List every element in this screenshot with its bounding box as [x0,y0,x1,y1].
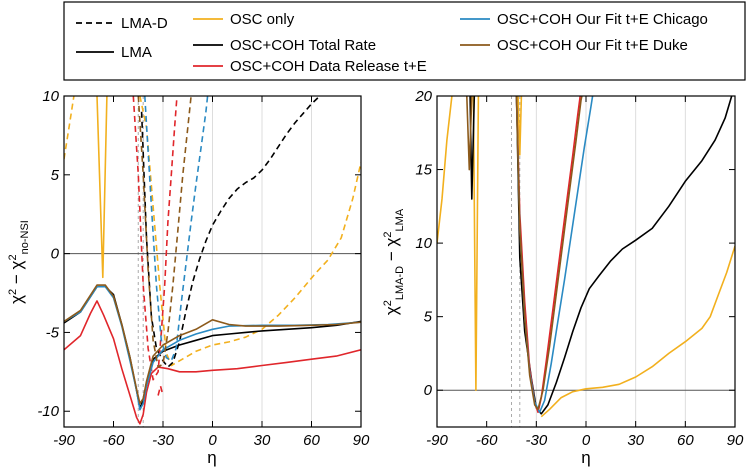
right-y-tick-label: 5 [424,309,433,326]
right-series-osc-coh-our-fit-t-e-chicago-solid [515,96,594,414]
svg-text:χ2LMA-D − χ2LMA: χ2LMA-D − χ2LMA [382,208,406,315]
legend-frame [63,1,746,81]
svg-text:χ2 − χ2no-NSI: χ2 − χ2no-NSI [7,220,31,304]
legend: LMA-D LMA OSC only OSC+COH Total Rate OSC+CO… [63,1,746,81]
right-x-axis-label: η [581,448,590,467]
left-y-tick-label: 0 [51,246,60,263]
left-y-tick-label: -5 [46,324,60,341]
right-series-osc-coh-data-release-t-e-solid [515,96,581,414]
left-panel: -90 -60 -30 0 30 60 90 -10 -5 0 5 10 η χ2 − χ2no-NS… [7,88,370,467]
right-y-tick-label: 15 [415,162,432,179]
left-x-tick-label: -60 [103,432,125,449]
right-series-osc-only-solid [437,96,453,244]
legend-label: OSC+COH Our Fit t+E Chicago [497,11,708,28]
left-series-osc-coh-our-fit-t-e-duke-solid [64,284,361,405]
left-y-tick-label: -10 [37,403,59,420]
left-series-osc-coh-our-fit-t-e-chicago-dashed [144,96,209,362]
left-x-tick-label: 60 [303,432,320,449]
legend-label: OSC only [230,11,295,28]
legend-label: LMA [121,44,152,61]
left-y-axis-label: χ2 − χ2no-NSI [7,220,31,304]
right-x-tick-label: 90 [727,432,744,449]
right-series-osc-only-solid [472,96,480,391]
right-series-osc-coh-our-fit-t-e-duke-solid [466,96,473,171]
right-x-tick-label: -60 [476,432,498,449]
left-x-tick-label: 0 [208,432,217,449]
right-x-tick-label: 30 [627,432,644,449]
right-x-tick-label: -90 [426,432,448,449]
right-y-tick-label: 20 [414,88,432,105]
left-x-tick-label: 30 [254,432,271,449]
legend-label: OSC+COH Data Release t+E [230,58,427,75]
left-series-osc-only-dashed [139,96,361,367]
right-y-tick-label: 0 [424,382,433,399]
left-series-osc-coh-data-release-t-e-dashed [157,385,164,396]
left-series-osc-only-dashed [64,96,75,160]
right-y-axis-label: χ2LMA-D − χ2LMA [382,208,406,315]
legend-label: OSC+COH Total Rate [230,37,376,54]
right-series-osc-only-solid [540,245,735,418]
right-series-osc-only-solid [517,96,523,156]
left-y-tick-label: 5 [51,167,60,184]
left-series-osc-coh-our-fit-t-e-duke-dashed [137,96,192,368]
left-series-osc-only-solid [96,96,108,279]
right-panel: -90 -60 -30 0 30 60 90 0 5 10 15 20 η χ2LMA-D − χ2L… [382,88,744,467]
right-series-osc-coh-our-fit-t-e-duke-solid [515,96,583,411]
left-y-tick-label: 10 [42,88,59,105]
right-x-tick-label: 0 [582,432,591,449]
left-x-tick-label: -90 [53,432,75,449]
left-x-tick-label: -30 [152,432,174,449]
legend-label: LMA-D [121,15,168,32]
left-series-osc-coh-data-release-t-e-solid [64,300,361,425]
left-series-osc-coh-data-release-t-e-dashed [132,96,178,381]
right-y-tick-label: 10 [415,235,432,252]
right-x-tick-label: 60 [677,432,694,449]
right-x-tick-label: -30 [525,432,547,449]
left-x-axis-label: η [207,448,216,467]
right-series-osc-coh-total-rate-solid [515,96,733,415]
left-x-tick-label: 90 [353,432,370,449]
legend-label: OSC+COH Our Fit t+E Duke [497,37,688,54]
